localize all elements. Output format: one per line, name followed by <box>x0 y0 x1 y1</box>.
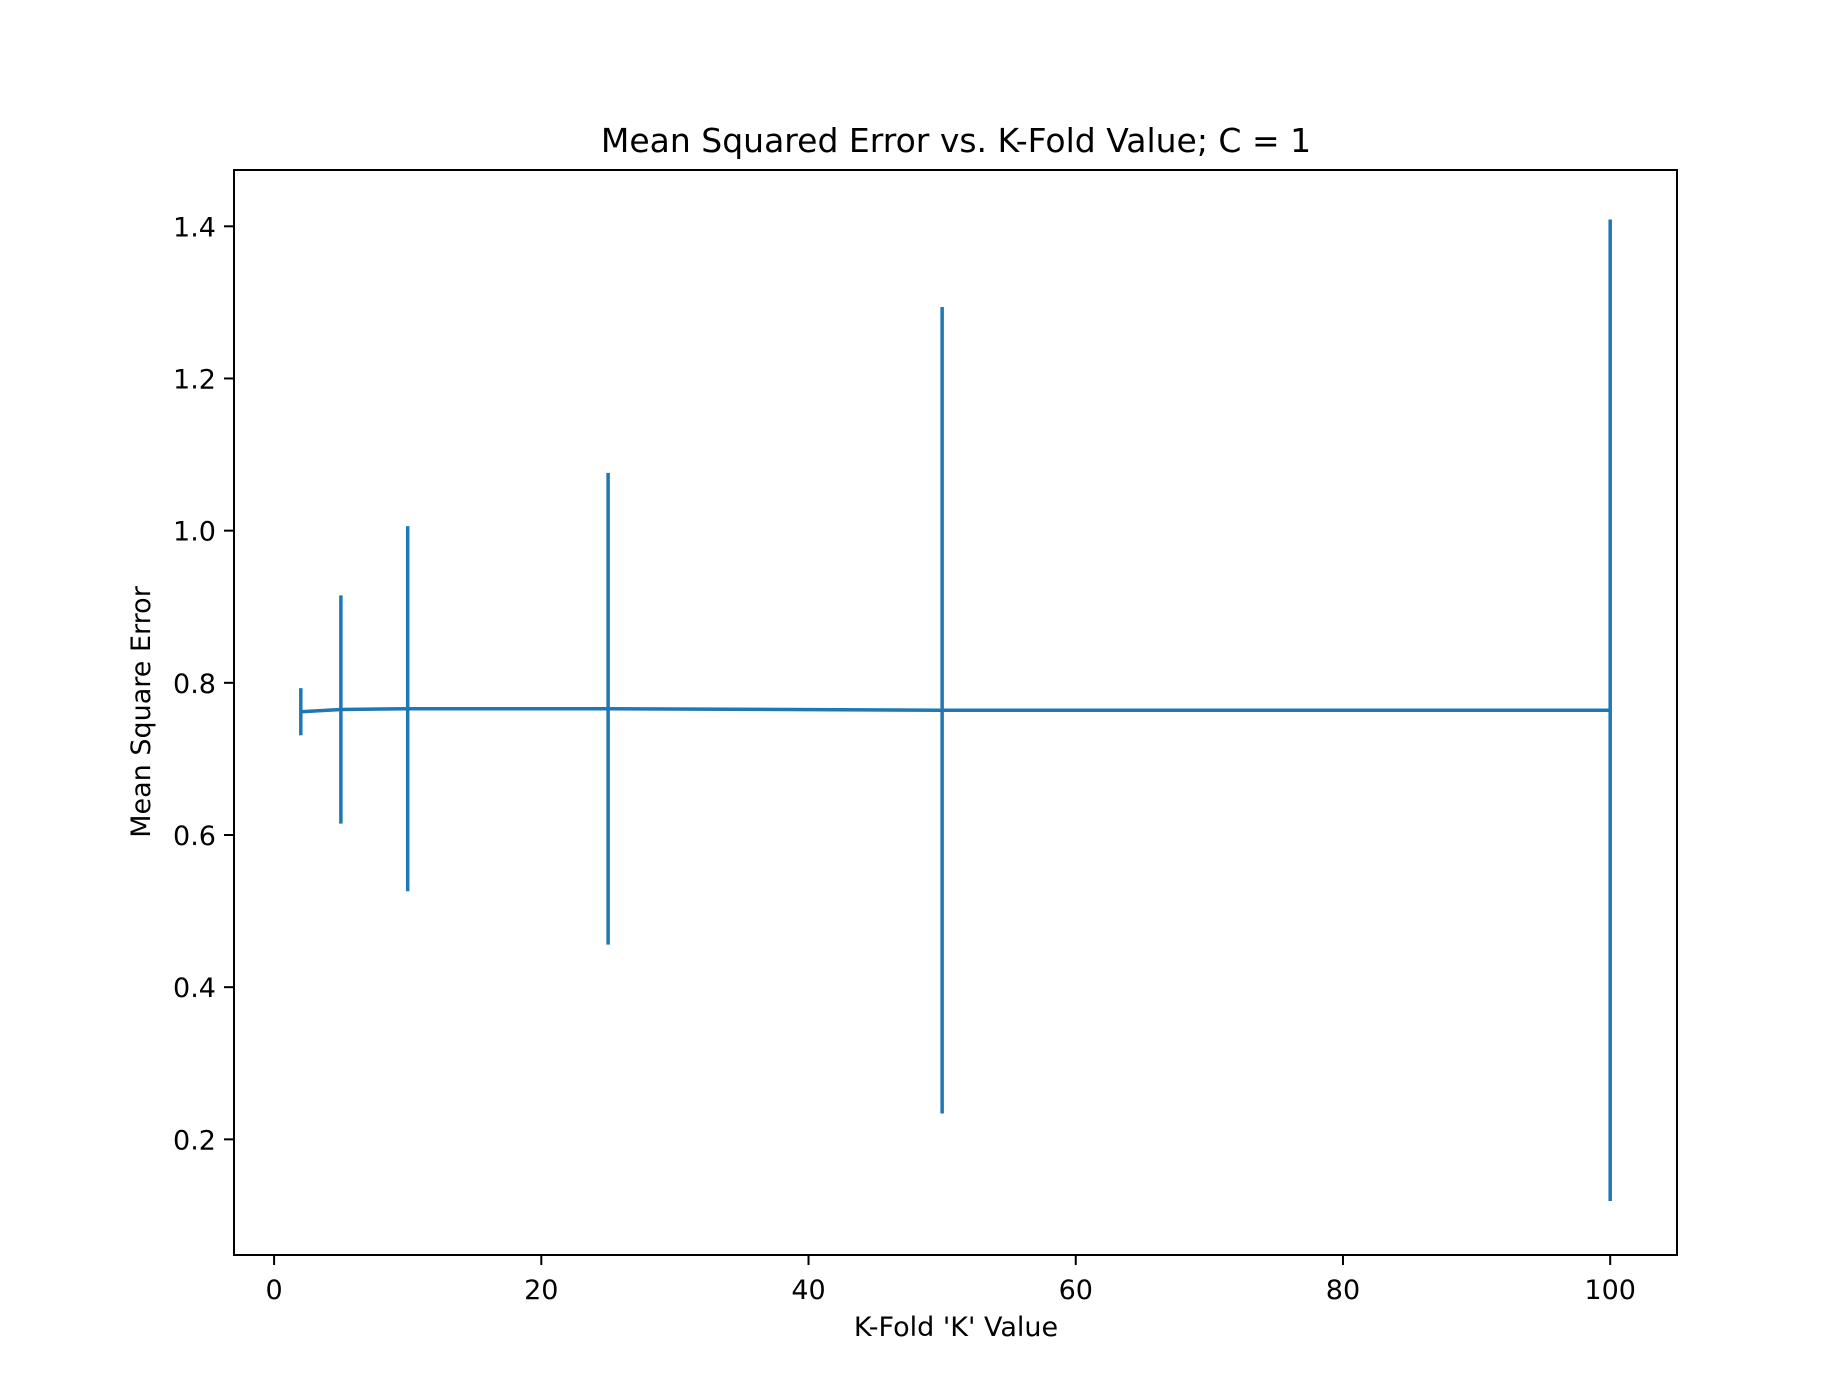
y-tick-label: 1.4 <box>173 212 216 243</box>
x-tick-label: 100 <box>1584 1275 1636 1306</box>
plot-area-frame <box>233 169 1678 1256</box>
x-tick-label: 0 <box>265 1275 282 1306</box>
x-axis: 0 20 40 60 80 100 <box>265 1255 1636 1306</box>
y-tick-label: 0.4 <box>173 973 216 1004</box>
x-tick-label: 60 <box>1059 1275 1093 1306</box>
x-tick-label: 20 <box>524 1275 558 1306</box>
y-tick-label: 1.2 <box>173 364 216 395</box>
y-axis: 0.2 0.4 0.6 0.8 1.0 1.2 1.4 <box>173 212 234 1156</box>
x-tick-label: 80 <box>1326 1275 1360 1306</box>
y-axis-label: Mean Square Error <box>126 585 157 837</box>
y-tick-label: 0.6 <box>173 821 216 852</box>
chart-title: Mean Squared Error vs. K-Fold Value; C =… <box>601 121 1311 160</box>
y-tick-label: 0.2 <box>173 1125 216 1156</box>
x-axis-label: K-Fold 'K' Value <box>854 1312 1058 1343</box>
y-tick-label: 0.8 <box>173 669 216 700</box>
series-line <box>300 706 1611 714</box>
y-tick-label: 1.0 <box>173 517 216 548</box>
x-tick-label: 40 <box>791 1275 825 1306</box>
series-layer <box>299 219 1612 1201</box>
